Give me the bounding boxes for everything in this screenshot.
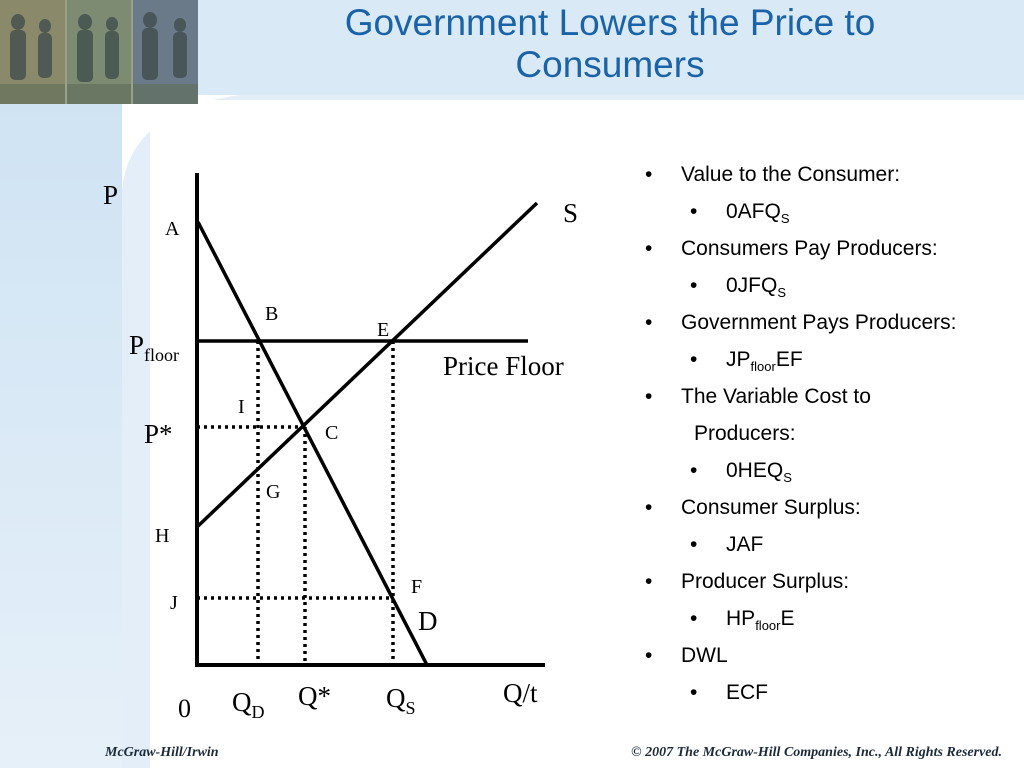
area-0afqs-sub: S: [780, 211, 790, 226]
point-j: J: [170, 592, 178, 614]
q-s-label-sub: S: [406, 698, 416, 718]
price-floor-label: Price Floor: [443, 351, 564, 381]
bullet-government-pays: Government Pays Producers:: [640, 308, 1024, 345]
bullet-consumers-pay-area: 0JFQS: [640, 271, 1024, 308]
q-d-label: QD: [232, 687, 265, 722]
area-0jfqs-main: 0JFQ: [726, 274, 778, 297]
q-d-label-main: Q: [232, 687, 252, 717]
bullet-producer-surplus-area: HPfloorE: [640, 604, 1024, 641]
supply-label: S: [563, 198, 578, 228]
area-0afqs-main: 0AFQ: [726, 200, 781, 223]
area-hpfloor-pre: HP: [726, 607, 756, 630]
area-0jfqs-sub: S: [777, 285, 787, 300]
y-axis-label: P: [103, 180, 118, 210]
area-jpfloor-sub: floor: [750, 359, 776, 374]
bullet-consumer-surplus: Consumer Surplus:: [640, 493, 1024, 530]
point-b: B: [265, 303, 278, 325]
p-floor-label-sub: floor: [144, 345, 179, 365]
origin-label: 0: [178, 694, 191, 723]
bullet-variable-cost: The Variable Cost to: [640, 382, 1024, 419]
area-jpfloor-pre: JP: [726, 348, 751, 371]
slide-title-line-1: Government Lowers the Price to: [344, 2, 876, 43]
footer-publisher: McGraw-Hill/Irwin: [105, 745, 219, 760]
bullet-consumers-pay: Consumers Pay Producers:: [640, 234, 1024, 271]
q-s-label: QS: [386, 683, 416, 718]
price-floor-diagram: P 0 Q/t S D Price Floor Pfloor P* QD Q* …: [103, 173, 578, 723]
point-h: H: [155, 525, 169, 547]
x-axis-label: Q/t: [503, 678, 538, 708]
bullet-consumer-surplus-area: JAF: [640, 530, 1024, 567]
p-floor-label: Pfloor: [129, 330, 179, 365]
explanation-bullets: Value to the Consumer: 0AFQS Consumers P…: [640, 160, 1024, 715]
point-g: G: [266, 481, 280, 503]
header-photo-strip: [0, 0, 198, 104]
footer-copyright: © 2007 The McGraw-Hill Companies, Inc., …: [631, 745, 1002, 760]
point-i: I: [238, 396, 245, 418]
point-c: C: [325, 422, 338, 444]
point-a: A: [165, 218, 180, 240]
area-jpfloor-post: EF: [775, 348, 803, 371]
slide-title-line-2: Consumers: [515, 44, 705, 85]
slide-title: Government Lowers the Price to Consumers: [205, 2, 1015, 86]
bullet-dwl: DWL: [640, 641, 1024, 678]
bullet-dwl-area: ECF: [640, 678, 1024, 715]
area-hpfloor-sub: floor: [755, 618, 781, 633]
p-floor-label-main: P: [129, 330, 144, 360]
p-star-label: P*: [144, 419, 173, 449]
point-f: F: [411, 576, 422, 598]
bullet-value-to-consumer: Value to the Consumer:: [640, 160, 1024, 197]
q-d-label-sub: D: [252, 702, 265, 722]
demand-curve: [196, 221, 429, 666]
area-0heqs-main: 0HEQ: [726, 459, 784, 482]
area-hpfloor-post: E: [780, 607, 795, 630]
bullet-variable-cost-area: 0HEQS: [640, 456, 1024, 493]
q-star-label: Q*: [298, 681, 331, 711]
bullet-government-pays-area: JPfloorEF: [640, 345, 1024, 382]
bullet-value-to-consumer-area: 0AFQS: [640, 197, 1024, 234]
bullet-variable-cost-cont: Producers:: [694, 422, 796, 445]
demand-label: D: [418, 606, 438, 636]
bullet-producer-surplus: Producer Surplus:: [640, 567, 1024, 604]
supply-curve: [195, 201, 539, 529]
point-e: E: [377, 319, 389, 341]
q-s-label-main: Q: [386, 683, 406, 713]
area-0heqs-sub: S: [783, 470, 792, 485]
